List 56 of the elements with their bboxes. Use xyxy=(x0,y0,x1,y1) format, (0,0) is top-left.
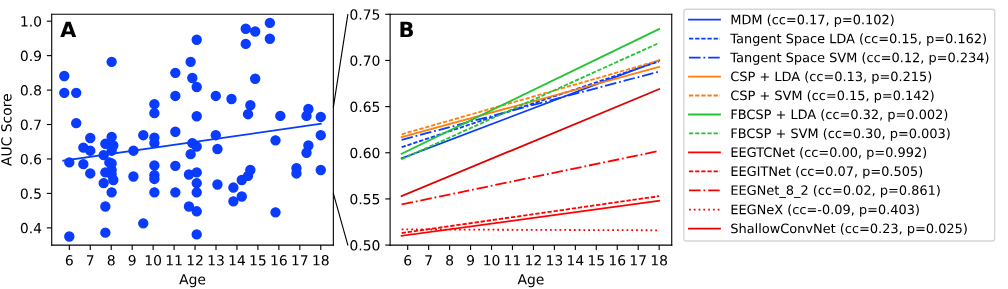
x-tick-label: 17 xyxy=(292,255,308,266)
legend-label: FBCSP + SVM (cc=0.30, p=0.003) xyxy=(731,128,950,141)
legend-label: Tangent Space SVM (cc=0.12, p=0.234) xyxy=(730,52,989,65)
legend-label: EEGNet_8_2 (cc=0.02, p=0.861) xyxy=(731,185,940,198)
x-tick-label: 12 xyxy=(187,255,203,266)
x-tick-label: 9 xyxy=(467,255,475,266)
x-tick-label: 17 xyxy=(630,255,646,266)
y-tick-label: 0.70 xyxy=(350,55,380,66)
y-tick-label: 0.6 xyxy=(20,153,42,165)
y-tick-label: 1.0 xyxy=(21,16,42,27)
x-axis-title: Age xyxy=(517,274,544,288)
legend-label: FBCSP + LDA (cc=0.32, p=0.002) xyxy=(731,109,948,122)
x-tick-label: 15 xyxy=(250,255,266,266)
x-tick-label: 8 xyxy=(446,255,454,266)
x-tick-label: 10 xyxy=(484,255,500,266)
x-tick-label: 16 xyxy=(609,255,626,266)
legend-label: EEGTCNet (cc=0.00, p=0.992) xyxy=(731,147,927,160)
y-tick-label: 0.50 xyxy=(350,240,380,251)
x-tick-label: 14 xyxy=(568,255,584,266)
x-tick-label: 7 xyxy=(425,255,432,266)
y-tick-label: 0.8 xyxy=(20,85,42,96)
y-tick-label: 0.55 xyxy=(350,193,380,205)
legend-label: ShallowConvNet (cc=0.23, p=0.025) xyxy=(731,223,967,236)
x-tick-label: 13 xyxy=(547,255,563,266)
x-tick-label: 13 xyxy=(208,255,224,266)
y-tick-label: 0.5 xyxy=(20,188,41,199)
y-tick-label: 0.65 xyxy=(350,101,380,113)
x-tick-label: 18 xyxy=(313,255,329,266)
legend-label: CSP + SVM (cc=0.15, p=0.142) xyxy=(731,90,934,103)
y-tick-label: 0.60 xyxy=(350,147,380,159)
x-tick-label: 14 xyxy=(229,255,246,266)
legend-label: Tangent Space LDA (cc=0.15, p=0.162) xyxy=(730,33,986,46)
legend-label: CSP + LDA (cc=0.13, p=0.215) xyxy=(731,71,932,84)
x-tick-label: 18 xyxy=(651,255,668,266)
x-tick-label: 11 xyxy=(505,255,521,266)
legend-label: EEGITNet (cc=0.07, p=0.505) xyxy=(731,166,923,179)
legend-label: MDM (cc=0.17, p=0.102) xyxy=(731,14,894,27)
x-tick-label: 15 xyxy=(588,255,604,266)
legend-label: EEGNeX (cc=-0.09, p=0.403) xyxy=(731,204,919,217)
y-tick-label: 0.75 xyxy=(350,9,380,20)
x-tick-label: 11 xyxy=(166,255,182,266)
x-tick-label: 9 xyxy=(128,255,136,266)
x-tick-label: 6 xyxy=(404,255,412,266)
x-tick-label: 8 xyxy=(107,255,115,266)
annotation: A xyxy=(60,21,77,38)
y-tick-label: 0.9 xyxy=(20,50,42,62)
y-axis-title: AUC Score xyxy=(1,94,12,166)
x-tick-label: 7 xyxy=(86,255,94,266)
x-tick-label: 10 xyxy=(145,255,162,266)
x-tick-label: 12 xyxy=(526,255,541,266)
y-tick-label: 0.7 xyxy=(20,119,41,130)
x-tick-label: 16 xyxy=(271,255,287,266)
x-tick-label: 6 xyxy=(65,255,73,266)
annotation: B xyxy=(400,21,413,38)
y-tick-label: 0.4 xyxy=(20,222,42,234)
x-axis-title: Age xyxy=(179,274,206,288)
